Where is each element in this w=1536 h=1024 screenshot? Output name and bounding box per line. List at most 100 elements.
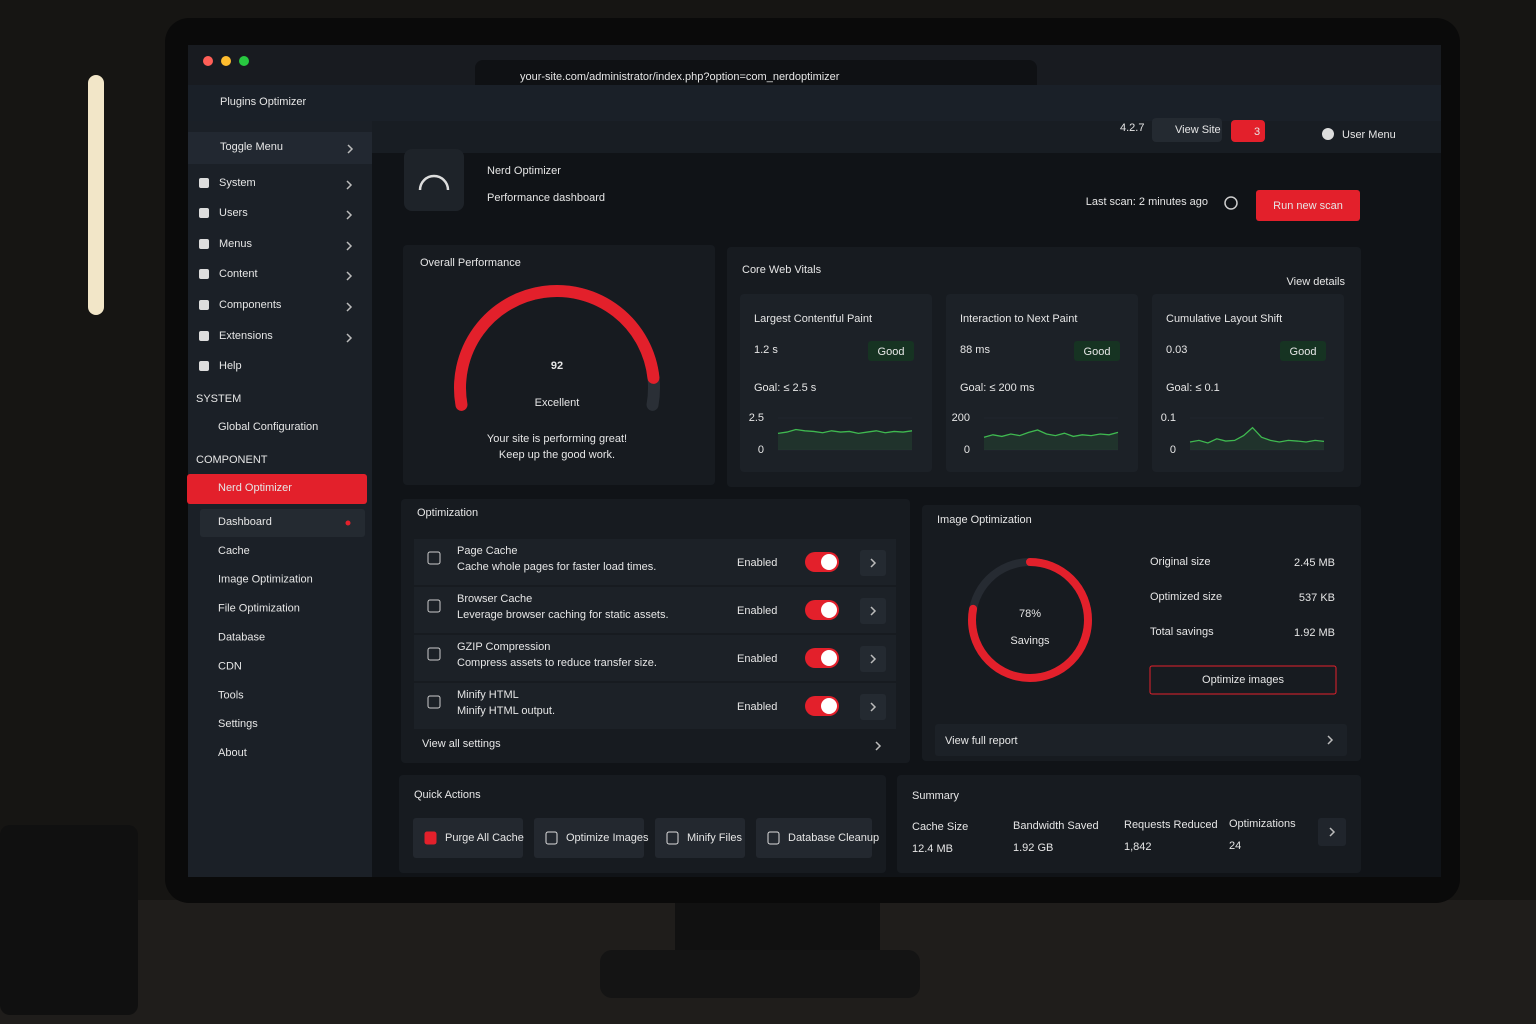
run-scan-button[interactable] xyxy=(1256,190,1360,221)
window-close[interactable] xyxy=(203,56,213,66)
stat-value: 12.4 MB xyxy=(912,843,953,855)
action-button[interactable] xyxy=(756,818,872,858)
vital-goal: Goal: ≤ 0.1 xyxy=(1166,382,1220,394)
refresh-button[interactable] xyxy=(1224,196,1238,210)
stat-value: 1.92 GB xyxy=(1013,842,1053,854)
optimize-images-button[interactable] xyxy=(1149,665,1337,695)
stat-label: Cache Size xyxy=(912,821,968,833)
row-open[interactable] xyxy=(860,598,886,624)
y-tick-label: 200 xyxy=(952,412,970,424)
option-name: Browser Cache xyxy=(457,593,532,605)
savings-caption: Savings xyxy=(1010,635,1050,647)
action-button[interactable] xyxy=(655,818,745,858)
row-open[interactable] xyxy=(860,694,886,720)
submenu-item: CDN xyxy=(218,660,242,672)
vital-value: 0.03 xyxy=(1166,344,1187,356)
vital-goal: Goal: ≤ 200 ms xyxy=(960,382,1035,394)
menu-item: Users xyxy=(219,207,248,219)
action-label: Optimize Images xyxy=(566,832,649,844)
window-minimize[interactable] xyxy=(221,56,231,66)
submenu-item: Image Optimization xyxy=(218,574,313,586)
size-value: 1.92 MB xyxy=(1294,627,1335,639)
rating: Excellent xyxy=(535,397,580,409)
y-tick-label: 2.5 xyxy=(749,412,764,424)
view-full-report: View full report xyxy=(945,735,1018,747)
vital-card xyxy=(740,294,932,472)
chevron xyxy=(346,241,353,251)
toggle-knob xyxy=(821,650,837,666)
version: 4.2.7 xyxy=(1120,122,1144,134)
toggle-row[interactable] xyxy=(188,132,372,164)
menu-item: Menus xyxy=(219,238,253,250)
chevron xyxy=(346,180,353,190)
row-open[interactable] xyxy=(860,550,886,576)
action-button[interactable] xyxy=(413,818,523,858)
menu-item: System xyxy=(219,177,256,189)
chevron xyxy=(1329,827,1336,837)
option-status: Enabled xyxy=(737,557,777,569)
monitor-stand xyxy=(675,895,880,955)
message: Your site is performing great! xyxy=(487,433,627,445)
status: Good xyxy=(1084,346,1111,358)
user-avatar[interactable] xyxy=(1322,128,1334,140)
last-scan: Last scan: 2 minutes ago xyxy=(1086,196,1208,208)
option-status: Enabled xyxy=(737,605,777,617)
action-button[interactable] xyxy=(534,818,644,858)
card-title: Core Web Vitals xyxy=(742,264,822,276)
section-heading: SYSTEM xyxy=(196,393,241,405)
size-label: Original size xyxy=(1150,556,1211,568)
toggle-knob xyxy=(821,554,837,570)
report-row[interactable] xyxy=(935,724,1347,756)
card-title: Summary xyxy=(912,790,960,802)
row-open[interactable] xyxy=(860,646,886,672)
option-description: Leverage browser caching for static asse… xyxy=(457,609,669,621)
notification-button[interactable] xyxy=(1231,120,1265,142)
toolbar xyxy=(372,121,1441,153)
submenu-item: Database xyxy=(218,632,265,644)
sparkline xyxy=(983,429,1119,438)
app-bar xyxy=(188,85,1441,121)
menu-icon xyxy=(199,269,209,279)
card xyxy=(897,775,1361,873)
option-status: Enabled xyxy=(737,701,777,713)
submenu-item: Dashboard xyxy=(218,516,272,528)
run-scan: Run new scan xyxy=(1273,200,1343,212)
action-icon xyxy=(767,831,780,845)
status: Good xyxy=(1290,346,1317,358)
chevron xyxy=(346,210,353,220)
menu-item: Help xyxy=(219,360,242,372)
summary-more[interactable] xyxy=(1318,818,1346,846)
size-value: 2.45 MB xyxy=(1294,557,1335,569)
stat-value: 1,842 xyxy=(1124,841,1152,853)
action-icon xyxy=(424,831,437,845)
status: Good xyxy=(878,346,905,358)
view-site-button[interactable] xyxy=(1152,118,1222,142)
card-title: Image Optimization xyxy=(937,514,1032,526)
option-description: Cache whole pages for faster load times. xyxy=(457,561,656,573)
sparkline xyxy=(777,428,913,435)
url-box[interactable] xyxy=(475,60,1037,92)
section-heading: COMPONENT xyxy=(196,454,268,466)
vital-goal: Goal: ≤ 2.5 s xyxy=(754,382,817,394)
page-subtitle: Performance dashboard xyxy=(487,192,605,204)
y-tick-label: 0 xyxy=(964,444,970,456)
action-label: Database Cleanup xyxy=(788,832,879,844)
size-value: 537 KB xyxy=(1299,592,1335,604)
card-title: Optimization xyxy=(417,507,478,519)
action-label: Minify Files xyxy=(687,832,743,844)
submenu-item: Cache xyxy=(218,545,250,557)
chevron xyxy=(1327,735,1334,745)
page-title: Nerd Optimizer xyxy=(487,165,561,177)
vital-card xyxy=(946,294,1138,472)
savings-percent: 78% xyxy=(1019,608,1041,620)
active-item[interactable] xyxy=(187,474,367,504)
submenu-item: File Optimization xyxy=(218,603,300,615)
chevron xyxy=(870,558,877,568)
status-badge xyxy=(1280,341,1326,361)
window-maximize[interactable] xyxy=(239,56,249,66)
stat-label: Bandwidth Saved xyxy=(1013,820,1099,832)
menu-item: Global Configuration xyxy=(218,421,318,433)
menu-icon xyxy=(199,361,209,371)
vital-name: Interaction to Next Paint xyxy=(960,313,1077,325)
